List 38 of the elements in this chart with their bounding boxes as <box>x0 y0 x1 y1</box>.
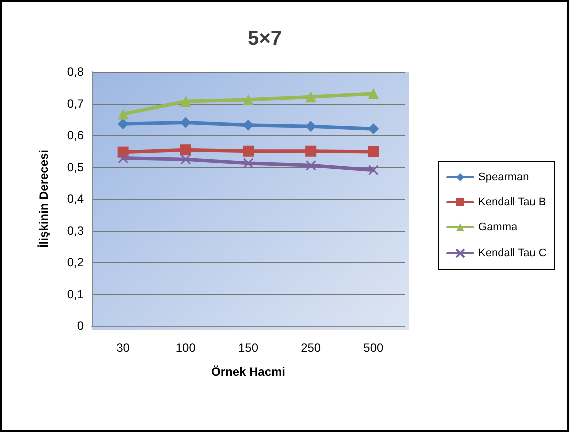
x-tick-label: 250 <box>301 341 322 355</box>
y-axis-title: İlişkinin Derecesi <box>37 150 51 248</box>
x-axis-title: Örnek Hacmi <box>211 365 286 379</box>
x-tick-label: 500 <box>364 341 384 355</box>
y-tick-label: 0,1 <box>67 287 84 302</box>
point <box>243 158 254 169</box>
x-tick-label: 30 <box>116 341 130 355</box>
point <box>306 92 317 103</box>
x-tick-label: 150 <box>238 341 259 355</box>
point <box>243 94 254 106</box>
point <box>368 146 380 158</box>
point <box>118 118 129 130</box>
y-tick-label: 0,4 <box>67 192 84 206</box>
point <box>306 146 317 157</box>
y-tick-label: 0,8 <box>67 65 84 79</box>
point <box>243 146 254 157</box>
point <box>180 154 192 165</box>
point <box>118 153 129 164</box>
chart-title: 5×7 <box>248 28 282 50</box>
y-tick-label: 0,3 <box>67 224 84 238</box>
y-tick-label: 0,2 <box>67 256 84 270</box>
y-tick-label: 0,5 <box>67 160 84 174</box>
legend-label: Kendall Tau B <box>478 196 546 208</box>
legend-label: Kendall Tau C <box>478 248 547 260</box>
point <box>306 160 316 171</box>
point <box>180 144 192 156</box>
x-tick-label: 100 <box>176 341 196 355</box>
legend-label: Spearman <box>478 172 530 184</box>
y-tick-label: 0 <box>77 319 84 333</box>
point <box>180 96 192 108</box>
point <box>368 165 379 176</box>
point <box>368 124 380 135</box>
point <box>118 108 129 120</box>
y-tick-label: 0,7 <box>67 96 84 111</box>
y-tick-label: 0,6 <box>67 128 84 142</box>
point <box>368 88 380 100</box>
legend-label: Gamma <box>478 222 519 234</box>
point <box>243 120 254 131</box>
